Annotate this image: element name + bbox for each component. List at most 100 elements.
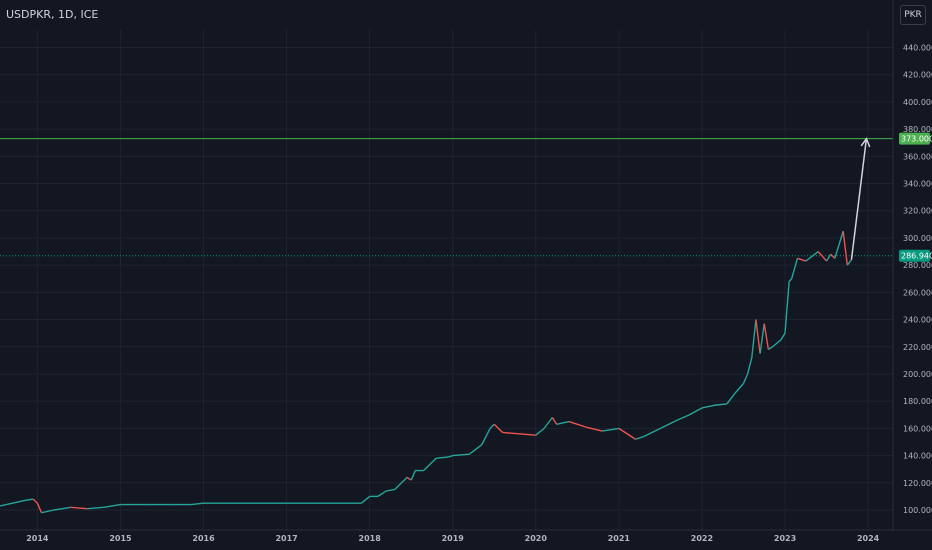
price-segment [377,490,387,497]
price-segment [190,502,204,506]
y-tick-label: 420.0000 [903,71,932,80]
price-segment [70,506,88,510]
chart-grid [0,30,893,530]
price-segment [726,392,736,405]
currency-button[interactable]: PKR [900,5,926,25]
price-segment [834,230,844,259]
y-tick-label: 160.0000 [903,424,932,433]
price-segment [585,426,603,432]
price-segment [751,319,757,358]
price-segment [436,456,449,460]
price-segment [481,428,491,446]
price-segment [24,498,34,502]
x-tick-label: 2020 [525,534,548,543]
price-segment [797,257,806,262]
price-segment [0,499,26,507]
y-tick-label: 400.0000 [903,98,932,107]
price-segment [676,414,690,421]
symbol-title[interactable]: USDPKR, 1D, ICE [6,8,99,21]
price-segment [568,420,586,428]
price-segment [643,427,661,438]
x-tick-label: 2023 [774,534,796,543]
price-series [0,230,853,514]
y-tick-label: 120.0000 [903,479,932,488]
price-segment [780,332,786,341]
price-segment [805,250,819,262]
x-tick-label: 2014 [26,534,49,543]
price-segment [790,258,799,279]
arrow-shaft [850,138,868,260]
price-segment [87,506,104,510]
price-segment [32,498,38,504]
price-segment [556,420,570,425]
reference-lines [0,138,893,257]
projection-arrow[interactable] [850,137,871,260]
x-tick-label: 2017 [275,534,297,543]
price-segment [701,404,715,409]
price-segment [502,431,520,435]
price-segment [635,435,645,440]
price-segment [772,339,782,348]
y-tick-label: 440.0000 [903,44,932,53]
price-segment [830,253,836,259]
price-segment [448,454,453,458]
target-price-badge: 373.0000 [901,135,932,144]
price-segment [842,231,849,266]
price-segment [734,383,745,394]
y-tick-label: 360.0000 [903,152,932,161]
price-segment [410,470,416,481]
price-segment [41,509,55,514]
price-segment [759,323,765,354]
price-segment [103,503,121,508]
price-segment [386,488,395,492]
current-price-badge: 286.9400 [901,252,932,261]
price-segment [468,444,483,455]
price-segment [755,319,761,354]
y-tick-label: 140.0000 [903,452,932,461]
x-tick-label: 2015 [109,534,132,543]
price-segment [489,423,495,429]
x-tick-label: 2021 [608,534,631,543]
time-axis[interactable]: 2014 2015 2016 2017 2018 2019 2020 2021 2022 2023… [0,529,932,543]
price-segment [519,433,536,436]
price-segment [714,403,727,406]
x-tick-label: 2022 [691,534,713,543]
y-tick-label: 380.0000 [903,125,932,134]
price-segment [360,495,371,504]
arrow-head [860,137,871,148]
price-segment [689,407,703,416]
price-axis[interactable]: 100.0000 120.0000 140.0000 160.0000 180.0000… [892,0,932,530]
price-segment [406,476,412,481]
x-tick-label: 2016 [192,534,215,543]
price-segment [423,457,437,472]
price-segment [394,476,408,491]
y-tick-label: 340.0000 [903,180,932,189]
target-price-badge-bg [899,132,930,145]
y-tick-label: 260.0000 [903,288,932,297]
price-segment [452,453,470,457]
y-tick-label: 220.0000 [903,343,932,352]
y-tick-label: 320.0000 [903,207,932,216]
price-segment [825,253,832,262]
price-segment [768,346,773,351]
x-tick-label: 2024 [857,534,880,543]
x-tick-label: 2018 [359,534,382,543]
price-segment [746,357,753,375]
price-segment [53,506,71,511]
price-segment [784,281,790,334]
price-segment [763,323,770,350]
x-tick-label: 2019 [442,534,465,543]
y-tick-label: 240.0000 [903,316,932,325]
price-segment [543,417,553,429]
y-tick-label: 180.0000 [903,397,932,406]
price-segment [493,423,504,433]
price-segment [535,427,545,436]
y-tick-label: 280.0000 [903,261,932,270]
price-segment [742,373,749,384]
price-segment [817,251,828,262]
price-segment [602,427,619,432]
price-segment [846,259,853,266]
price-segment [788,278,793,282]
y-tick-label: 300.0000 [903,234,932,243]
